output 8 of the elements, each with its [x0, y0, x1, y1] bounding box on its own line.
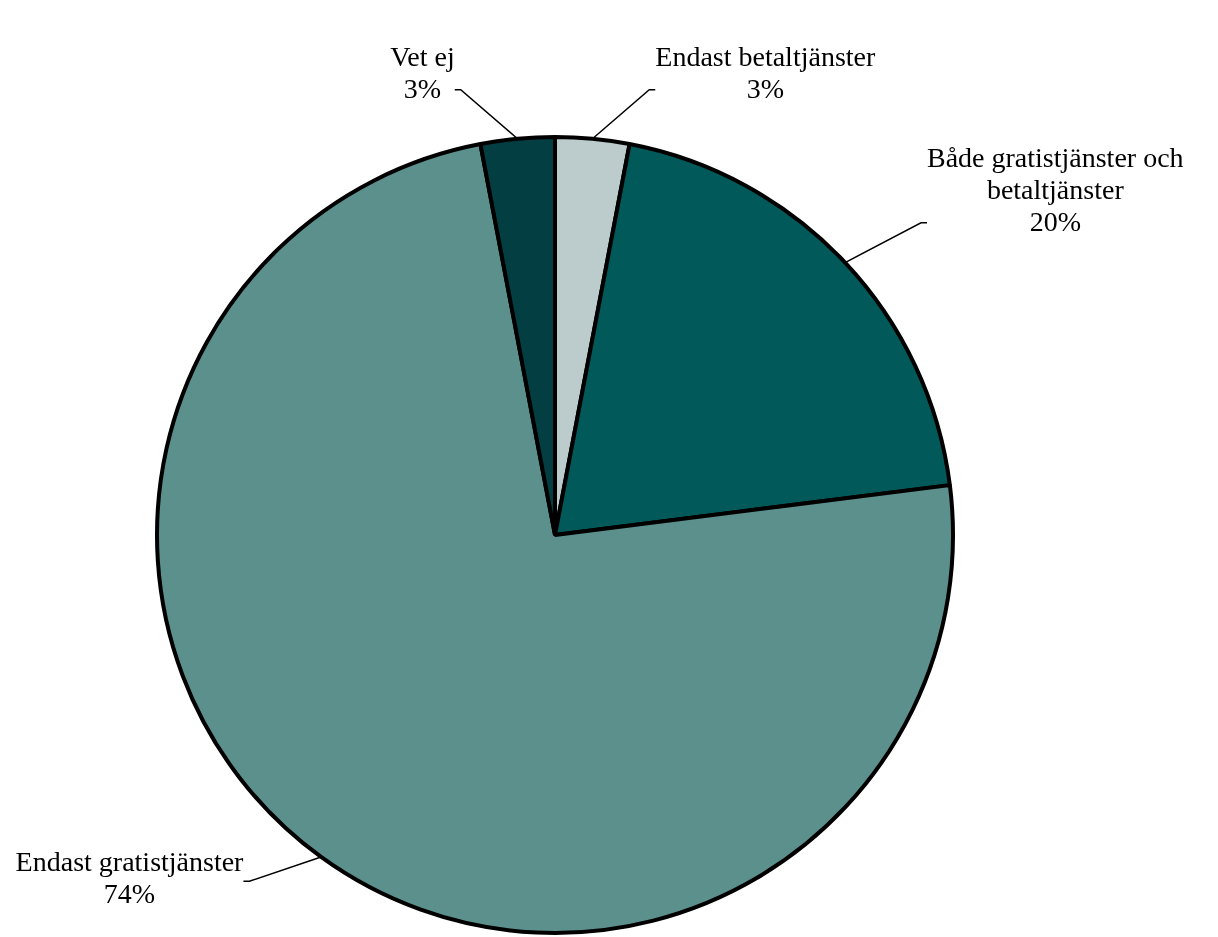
- data-label: 3%: [746, 73, 784, 105]
- data-label: 74%: [103, 877, 156, 909]
- slice-label: Vet ej: [390, 41, 455, 73]
- slice-label: Både gratistjänster och betaltjänster: [926, 142, 1184, 206]
- slice-label: Endast betaltjänster: [655, 41, 876, 73]
- slice-label: Endast gratistjänster: [15, 845, 245, 877]
- data-label: 3%: [403, 73, 442, 105]
- data-label: 20%: [1029, 206, 1081, 238]
